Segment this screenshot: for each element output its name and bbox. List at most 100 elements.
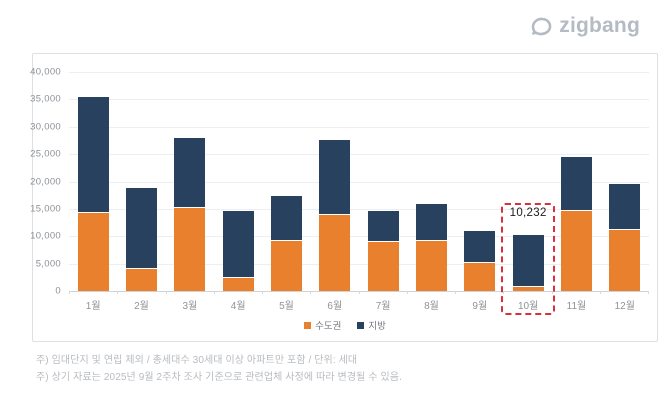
- legend-item-지방: 지방: [357, 318, 386, 332]
- y-axis: 40,000 35,000 30,000 25,000 20,000 15,000 10,0…: [29, 67, 61, 297]
- x-tick-label: 10월: [517, 301, 539, 312]
- bar-segment-수도권: [77, 212, 109, 291]
- bar-segment-수도권: [416, 239, 447, 291]
- legend: 수도권 지방: [33, 318, 657, 332]
- bar-column-4월: [214, 72, 262, 291]
- bar-segment-수도권: [319, 214, 351, 291]
- x-axis-labels: 1월 2월 3월 4월 5월 6월 7월 8월 9월 10월 11월 12월: [69, 297, 649, 312]
- x-tick-label: 9월: [472, 301, 488, 312]
- legend-item-수도권: 수도권: [304, 318, 341, 332]
- x-tick-label: 7월: [375, 301, 391, 312]
- bar-column-3월: [166, 72, 214, 291]
- zigbang-logo-text: zigbang: [559, 14, 640, 37]
- bar-segment-지방: [560, 156, 592, 210]
- x-axis-tick: [360, 291, 408, 294]
- x-axis-tick: [504, 291, 553, 294]
- stacked-bar: [271, 196, 302, 291]
- bar-segment-지방: [367, 210, 399, 242]
- bar-segment-수도권: [560, 209, 592, 291]
- bar-segment-지방: [271, 196, 302, 241]
- bar-segment-지방: [126, 188, 157, 269]
- y-tick-label: 10,000: [30, 230, 61, 242]
- x-tick-label: 8월: [424, 301, 439, 312]
- bar-segment-수도권: [609, 229, 641, 291]
- bar-column-2월: [117, 72, 165, 291]
- legend-swatch: [304, 321, 312, 329]
- bar-segment-지방: [464, 231, 496, 262]
- y-tick-label: 20,000: [30, 176, 61, 187]
- x-tick-label: 6월: [327, 301, 343, 312]
- gridline: [69, 263, 649, 265]
- gridline: [69, 181, 649, 183]
- gridline: [69, 236, 649, 238]
- bar-segment-수도권: [126, 268, 157, 291]
- x-axis-tick: [69, 291, 119, 294]
- bar-column-10월: [504, 72, 552, 291]
- y-tick-label: 35,000: [30, 93, 61, 105]
- x-axis-tick: [118, 291, 167, 294]
- bar-segment-수도권: [464, 261, 496, 291]
- bar-column-11월: [552, 72, 600, 291]
- legend-label: 지방: [368, 321, 386, 332]
- plot-area: 10,232: [69, 72, 649, 315]
- x-axis-ticks: [69, 291, 649, 294]
- x-axis-tick: [215, 291, 263, 294]
- y-tick-label: 5,000: [35, 258, 61, 270]
- legend-label: 수도권: [315, 321, 342, 332]
- stacked-bar: [560, 156, 592, 291]
- stacked-bar: [416, 203, 447, 291]
- stacked-bar: [222, 211, 254, 291]
- bar-segment-수도권: [367, 241, 399, 291]
- bar-segment-지방: [416, 203, 447, 240]
- highlight-box-october: [501, 203, 556, 315]
- bar-column-6월: [311, 72, 359, 291]
- gridline: [69, 154, 649, 156]
- bar-segment-수도권: [512, 285, 544, 291]
- bar-segment-지방: [319, 140, 351, 215]
- stacked-bar: [319, 140, 351, 291]
- gridline: [69, 72, 649, 73]
- gridline: [69, 99, 649, 101]
- zigbang-logo: zigbang: [530, 14, 640, 38]
- gridline: [69, 126, 649, 128]
- bar-column-12월: [601, 72, 649, 291]
- footnotes: 주) 임대단지 및 연립 제외 / 총세대수 30세대 이상 아파트만 포함 /…: [36, 352, 402, 386]
- y-tick-label: 15,000: [30, 203, 61, 215]
- bar-column-9월: [456, 72, 504, 291]
- x-tick-label: 12월: [614, 301, 635, 312]
- bars: [69, 72, 649, 291]
- bar-segment-수도권: [174, 206, 206, 291]
- bar-segment-지방: [222, 211, 254, 278]
- y-tick-label: 40,000: [30, 66, 61, 78]
- x-axis-tick: [456, 291, 505, 294]
- footnote-line-1: 주) 임대단지 및 연립 제외 / 총세대수 30세대 이상 아파트만 포함 /…: [36, 355, 358, 366]
- x-tick-label: 5월: [279, 301, 294, 312]
- stacked-bar: [367, 210, 399, 291]
- stacked-bar: [464, 231, 496, 291]
- x-tick-label: 11월: [566, 301, 587, 312]
- bar-column-8월: [407, 72, 455, 291]
- y-tick-label: 30,000: [30, 121, 61, 133]
- bar-column-1월: [69, 72, 117, 291]
- x-axis-tick: [167, 291, 215, 294]
- october-total-label: 10,232: [509, 207, 547, 219]
- stacked-bar: [609, 183, 641, 291]
- legend-swatch: [357, 321, 365, 329]
- bar-segment-지방: [77, 96, 109, 213]
- footnote-line-2: 주) 상기 자료는 2025년 9월 2주차 조사 기준으로 관련업체 사정에 …: [36, 372, 402, 383]
- bar-segment-수도권: [222, 277, 254, 291]
- bar-column-5월: [262, 72, 310, 291]
- stacked-bar: [77, 96, 109, 291]
- y-tick-label: 25,000: [30, 148, 61, 160]
- chart-card: 40,000 35,000 30,000 25,000 20,000 15,000 10,0…: [29, 53, 658, 342]
- stacked-bar: [174, 137, 206, 291]
- stacked-bar: [512, 235, 544, 291]
- gridline: [69, 208, 649, 210]
- x-axis-tick: [601, 291, 649, 294]
- x-axis-tick: [263, 291, 312, 294]
- bar-segment-지방: [174, 137, 206, 207]
- y-tick-label: 0: [55, 285, 61, 297]
- x-axis-tick: [553, 291, 601, 294]
- bar-segment-지방: [609, 183, 641, 230]
